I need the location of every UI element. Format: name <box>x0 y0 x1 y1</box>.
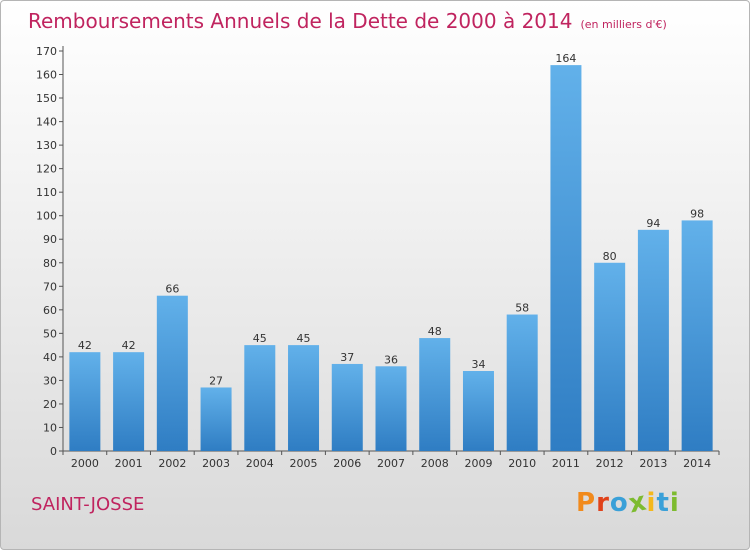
y-tick-label: 130 <box>36 139 57 152</box>
bar-2010 <box>506 314 538 451</box>
data-label: 58 <box>515 302 529 315</box>
y-tick-label: 40 <box>43 351 57 364</box>
data-label: 45 <box>253 332 267 345</box>
place-name: SAINT-JOSSE <box>31 494 145 515</box>
y-tick-label: 100 <box>36 210 57 223</box>
y-tick-label: 160 <box>36 69 57 82</box>
y-tick-label: 20 <box>43 398 57 411</box>
y-tick-label: 10 <box>43 421 57 434</box>
bar-2007 <box>375 366 407 451</box>
logo-letter: P <box>576 488 597 518</box>
x-tick-label: 2009 <box>464 457 492 470</box>
x-tick-label: 2013 <box>639 457 667 470</box>
data-label: 164 <box>555 52 576 65</box>
y-tick-label: 120 <box>36 163 57 176</box>
y-tick-label: 30 <box>43 374 57 387</box>
y-tick-label: 150 <box>36 92 57 105</box>
data-label: 66 <box>165 283 179 296</box>
data-label: 34 <box>471 358 485 371</box>
chart-title-text: Remboursements Annuels de la Dette de 20… <box>28 9 573 33</box>
bar-2003 <box>200 387 232 451</box>
y-tick-label: 110 <box>36 186 57 199</box>
x-tick-label: 2002 <box>158 457 186 470</box>
x-tick-label: 2012 <box>596 457 624 470</box>
x-tick-label: 2003 <box>202 457 230 470</box>
x-tick-label: 2008 <box>421 457 449 470</box>
y-tick-label: 60 <box>43 304 57 317</box>
bar-2014 <box>681 220 713 451</box>
y-tick-label: 140 <box>36 116 57 129</box>
bar-2011 <box>550 65 582 451</box>
chart-bars <box>69 65 713 451</box>
y-tick-label: 90 <box>43 233 57 246</box>
chart-labels: 2000 42 2001 42 2002 66 2003 27 2004 45 2005 45 2006… <box>71 52 711 470</box>
x-tick-label: 2000 <box>71 457 99 470</box>
x-tick-label: 2006 <box>333 457 361 470</box>
data-label: 42 <box>122 339 136 352</box>
bar-2006 <box>331 363 363 451</box>
logo-letter: i <box>669 488 680 518</box>
data-label: 98 <box>690 207 704 220</box>
bar-chart: 0 10 20 30 40 50 60 70 80 90 100 110 120 130 140 150 160… <box>36 45 720 470</box>
data-label: 80 <box>603 250 617 263</box>
chart-subtitle: (en milliers d'€) <box>580 18 667 31</box>
data-label: 42 <box>78 339 92 352</box>
logo-letter: i <box>646 488 657 518</box>
bar-2004 <box>244 345 276 451</box>
y-tick-label: 50 <box>43 327 57 340</box>
data-label: 94 <box>646 217 660 230</box>
chart-axes: 0 10 20 30 40 50 60 70 80 90 100 110 120 130 140 150 160… <box>36 45 720 458</box>
x-tick-label: 2005 <box>290 457 318 470</box>
proxiti-logo[interactable]: Proxiti <box>576 486 680 519</box>
x-tick-label: 2004 <box>246 457 274 470</box>
x-tick-label: 2011 <box>552 457 580 470</box>
bar-2008 <box>419 338 451 451</box>
bar-2013 <box>637 229 669 451</box>
bar-2001 <box>113 352 145 451</box>
chart-title: Remboursements Annuels de la Dette de 20… <box>28 9 667 33</box>
y-tick-label: 70 <box>43 280 57 293</box>
bar-2012 <box>594 262 626 451</box>
data-label: 36 <box>384 353 398 366</box>
logo-letter: o <box>609 488 629 518</box>
logo-letter: t <box>656 488 670 518</box>
bar-2002 <box>156 295 188 451</box>
data-label: 37 <box>340 351 354 364</box>
data-label: 48 <box>428 325 442 338</box>
y-tick-label: 170 <box>36 45 57 58</box>
y-tick-label: 0 <box>50 445 57 458</box>
data-label: 45 <box>297 332 311 345</box>
logo-letter: r <box>596 488 610 518</box>
x-tick-label: 2007 <box>377 457 405 470</box>
x-tick-label: 2014 <box>683 457 711 470</box>
bar-2000 <box>69 352 101 451</box>
bar-2009 <box>462 371 494 451</box>
y-tick-label: 80 <box>43 257 57 270</box>
data-label: 27 <box>209 374 223 387</box>
x-tick-label: 2001 <box>115 457 143 470</box>
x-tick-label: 2010 <box>508 457 536 470</box>
bar-2005 <box>288 345 320 451</box>
